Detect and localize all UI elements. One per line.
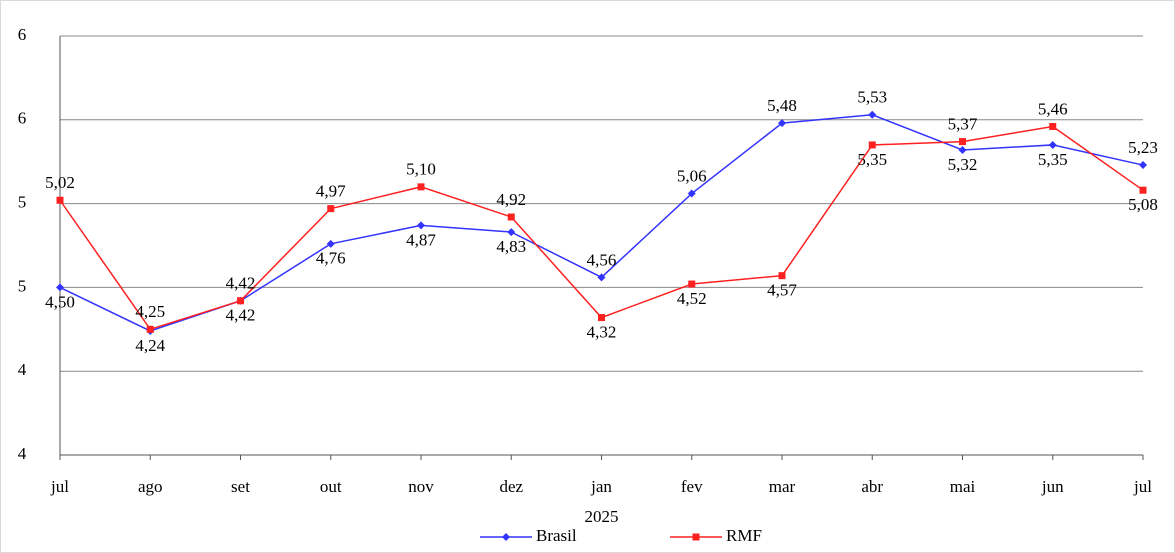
point [417,221,425,230]
point [868,110,877,119]
point [56,283,64,292]
legend-label: Brasil [536,526,577,545]
legend-label: RMF [726,526,762,545]
point [56,196,64,204]
point [1048,140,1057,149]
data-label: 5,23 [1128,138,1158,157]
point [326,239,335,248]
data-label: 4,76 [316,249,346,268]
data-label: 5,10 [406,160,436,179]
point [146,325,154,333]
x-tick-label: jul [50,477,69,496]
point [507,213,515,221]
x-tick-label: out [320,477,342,496]
y-tick-label: 6 [18,109,27,128]
data-label: 4,83 [496,237,526,256]
point [327,205,335,213]
point [959,138,966,146]
y-tick-label: 5 [18,193,27,212]
point [417,183,425,191]
point [597,273,606,282]
y-tick-label: 6 [18,25,27,44]
x-tick-label: set [231,477,250,496]
data-label: 4,42 [226,274,256,293]
x-tick-label: jul [1133,477,1152,496]
data-label: 5,35 [1038,150,1068,169]
legend-marker [692,533,700,541]
data-label: 5,48 [767,96,797,115]
data-label: 4,32 [587,322,617,341]
data-label: 5,53 [857,88,887,107]
x-tick-label: jan [590,477,612,496]
data-label: 5,06 [677,166,707,185]
data-label: 4,92 [496,190,526,209]
x-tick-label: mai [950,477,976,496]
point [868,141,876,149]
data-label: 4,56 [587,250,617,269]
y-tick-label: 4 [18,360,27,379]
x-tick-label: jun [1041,477,1064,496]
point [598,314,605,322]
data-label: 4,52 [677,289,707,308]
x-tick-label: dez [499,477,523,496]
legend-marker [502,533,510,541]
point [778,272,786,280]
data-label: 5,02 [45,173,75,192]
data-label: 4,42 [226,306,256,325]
data-label: 5,37 [948,114,978,133]
data-label: 5,35 [857,150,887,169]
x-tick-label: ago [138,477,163,496]
data-label: 5,32 [948,155,978,174]
point [687,189,696,198]
point [1139,161,1147,170]
point [1139,186,1147,194]
data-label: 4,87 [406,230,436,249]
data-label: 4,97 [316,182,346,201]
year-label: 2025 [585,507,619,526]
point [507,228,516,237]
data-label: 4,25 [135,302,165,321]
data-label: 4,57 [767,281,797,300]
y-tick-label: 4 [18,444,27,463]
x-tick-label: fev [681,477,703,496]
data-label: 4,24 [135,336,165,355]
x-tick-label: mar [769,477,796,496]
point [237,297,244,305]
point [958,145,967,154]
data-label: 4,50 [45,292,75,311]
y-tick-label: 5 [18,276,27,295]
x-tick-label: nov [408,477,434,496]
point [778,119,786,128]
x-tick-label: abr [861,477,883,496]
data-label: 5,46 [1038,99,1068,118]
point [1049,123,1057,131]
data-label: 5,08 [1128,195,1158,214]
point [688,280,696,288]
